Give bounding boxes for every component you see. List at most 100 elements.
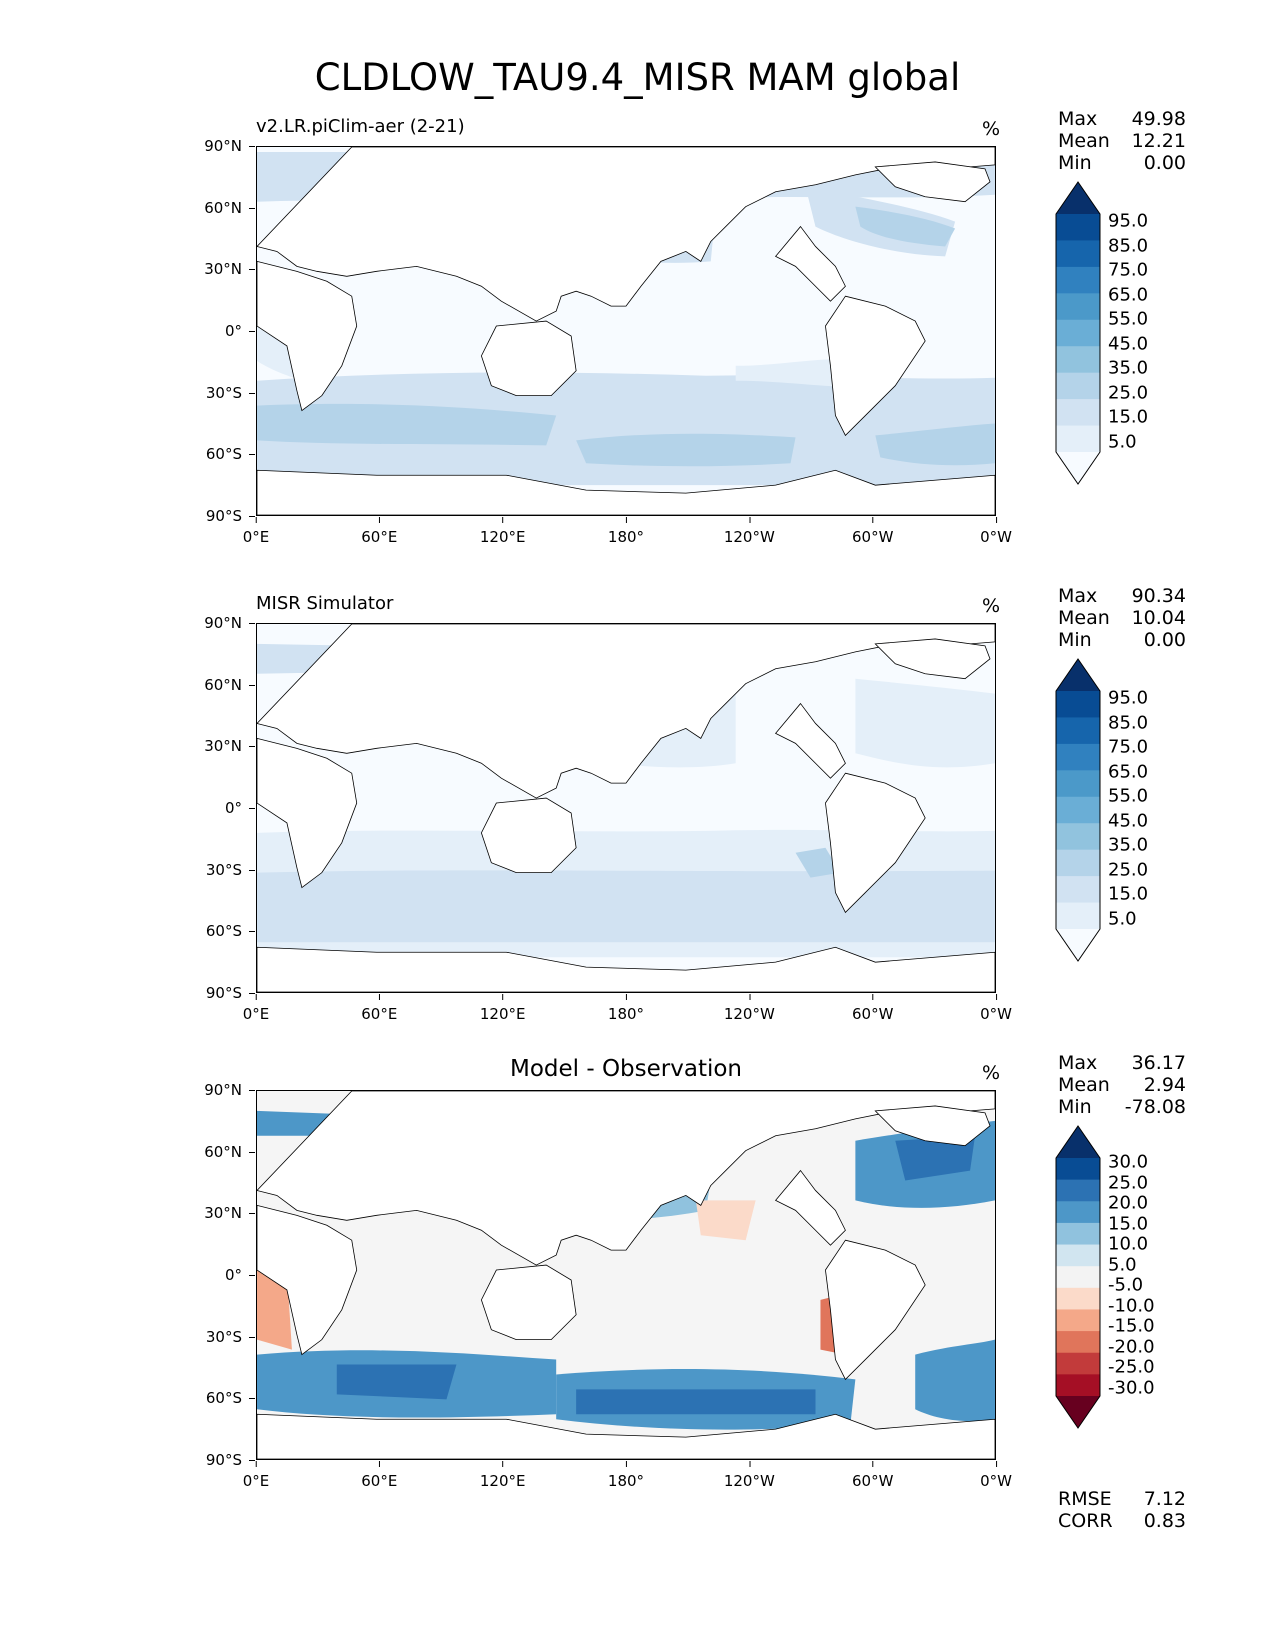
lat-tick-label: 60°N [190, 1143, 255, 1161]
lon-tick-label: 60°E [361, 994, 398, 1023]
stat-label: Min [1058, 1096, 1092, 1118]
stat-value: 0.00 [1143, 152, 1186, 174]
colorbar-segment [1056, 1201, 1100, 1224]
colorbar-segment [1056, 399, 1100, 427]
metric-label: RMSE [1058, 1488, 1112, 1510]
colorbar-segment [1056, 1309, 1100, 1332]
lat-tick-label: 0° [190, 322, 255, 340]
metrics-box: RMSE 7.12 CORR 0.83 [1058, 1488, 1186, 1532]
colorbar-outline [1055, 658, 1101, 962]
lat-tick-label: 90°S [190, 1451, 255, 1469]
colorbar-segment [1056, 293, 1100, 321]
stat-label: Max [1058, 1052, 1098, 1074]
colorbar-tick-label: -10.0 [1108, 1295, 1155, 1316]
metric-value: 0.83 [1143, 1510, 1186, 1532]
colorbar-tick-label: -20.0 [1108, 1336, 1155, 1357]
field-band [895, 1135, 976, 1181]
panel-title: Model - Observation [509, 1056, 743, 1082]
colorbar-extend-bottom [1056, 452, 1100, 484]
colorbar-segment [1056, 346, 1100, 374]
map-obs-svg [257, 624, 995, 992]
colorbar-segment [1056, 691, 1100, 718]
colorbar-tick-label: 5.0 [1108, 908, 1137, 929]
lat-tick-label: 60°N [190, 676, 255, 694]
stat-label: Max [1058, 108, 1098, 130]
stat-label: Mean [1058, 130, 1110, 152]
lat-tick-label: 30°N [190, 1204, 255, 1222]
field-band [855, 206, 956, 247]
colorbar-tick-label: 15.0 [1108, 406, 1149, 428]
field-band [257, 870, 995, 943]
colorbar [1055, 181, 1101, 485]
colorbar-segment [1056, 319, 1100, 347]
colorbar-tick-label: 45.0 [1108, 810, 1149, 831]
stat-label: Mean [1058, 607, 1110, 629]
colorbar-tick-label: 85.0 [1108, 235, 1149, 256]
lon-tick-label: 180° [607, 517, 645, 546]
colorbar-tick-label: 95.0 [1108, 687, 1149, 709]
lat-tick-label: 0° [190, 799, 255, 817]
colorbar-outline [1055, 181, 1101, 485]
stats-box: Max 36.17 Mean 2.94 Min -78.08 [1058, 1052, 1186, 1118]
colorbar-segment [1056, 743, 1100, 771]
colorbar-segment [1056, 770, 1100, 798]
stat-value: 2.94 [1143, 1074, 1186, 1096]
stat-label: Min [1058, 152, 1092, 174]
field-band [855, 678, 995, 768]
lon-tick-label: 120°W [723, 1461, 775, 1490]
field-band [336, 1364, 457, 1400]
stat-value: 12.21 [1131, 130, 1186, 152]
lat-tick-label: 60°N [190, 199, 255, 217]
colorbar-tick-label: 5.0 [1108, 1254, 1137, 1275]
figure-title: CLDLOW_TAU9.4_MISR MAM global [314, 56, 961, 99]
colorbar-tick-label: 55.0 [1108, 785, 1149, 807]
colorbar-segment [1056, 796, 1100, 824]
lat-tick-label: 60°S [190, 922, 255, 940]
lon-tick-label: 0°E [242, 517, 270, 546]
stat-label: Max [1058, 585, 1098, 607]
lat-tick-label: 30°S [190, 861, 255, 879]
lon-tick-label: 60°W [851, 517, 894, 546]
colorbar-tick-label: 65.0 [1108, 761, 1149, 782]
field-band [795, 847, 841, 878]
stat-value: 36.17 [1131, 1052, 1186, 1074]
colorbar-segment [1056, 823, 1100, 851]
field-band [576, 1389, 816, 1415]
stats-box: Max 90.34 Mean 10.04 Min 0.00 [1058, 585, 1186, 651]
lon-tick-label: 120°E [479, 994, 526, 1023]
stats-box: Max 49.98 Mean 12.21 Min 0.00 [1058, 108, 1186, 174]
lon-tick-label: 120°E [479, 1461, 526, 1490]
colorbar [1055, 658, 1101, 962]
colorbar-tick-label: -5.0 [1108, 1274, 1144, 1296]
stat-value: 0.00 [1143, 629, 1186, 651]
map-diff [256, 1090, 996, 1460]
colorbar-segment [1056, 1244, 1100, 1267]
colorbar-segment [1056, 1179, 1100, 1202]
colorbar-tick-label: 85.0 [1108, 712, 1149, 733]
lon-tick-label: 0°E [242, 994, 270, 1023]
colorbar-segment [1056, 214, 1100, 241]
field-band [695, 1200, 756, 1241]
colorbar-segment [1056, 1266, 1100, 1289]
colorbar-segment [1056, 266, 1100, 294]
panel-obs: MISR Simulator % 90°N 60°N 30°N 0° 30°S … [0, 585, 1275, 1083]
stat-value: 90.34 [1131, 585, 1186, 607]
colorbar-tick-label: 55.0 [1108, 308, 1149, 330]
colorbar-extend-top [1056, 182, 1100, 214]
colorbar-tick-label: 20.0 [1108, 1192, 1149, 1214]
colorbar-tick-label: -25.0 [1108, 1356, 1155, 1378]
stat-value: -78.08 [1124, 1096, 1186, 1118]
stat-label: Min [1058, 629, 1092, 651]
colorbar-tick-label: 30.0 [1108, 1151, 1149, 1173]
colorbar [1055, 1125, 1101, 1429]
colorbar-tick-label: 35.0 [1108, 834, 1149, 856]
coastlines [257, 147, 995, 515]
colorbar-segment [1056, 1352, 1100, 1375]
lon-tick-label: 0°W [980, 994, 1012, 1023]
colorbar-extend-bottom [1056, 1396, 1100, 1428]
stat-value: 49.98 [1131, 108, 1186, 130]
lat-tick-label: 90°N [190, 1081, 255, 1099]
lon-tick-label: 60°W [851, 994, 894, 1023]
colorbar-tick-label: 75.0 [1108, 736, 1149, 758]
colorbar-tick-label: 25.0 [1108, 859, 1149, 880]
